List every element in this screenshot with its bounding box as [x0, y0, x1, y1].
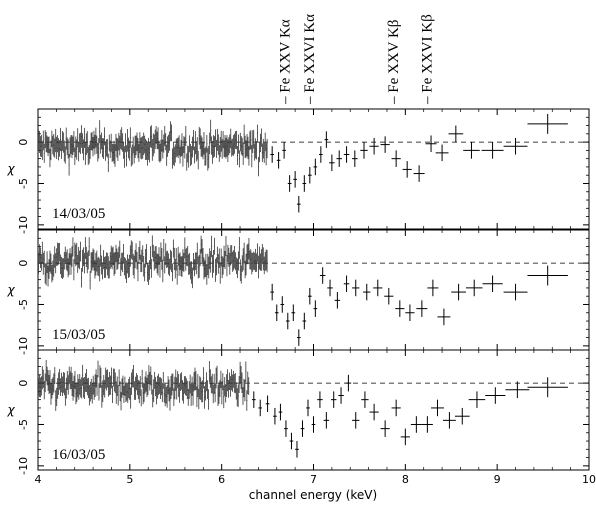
- x-tick-label: 9: [494, 473, 501, 486]
- panel-date-label: 15/03/05: [52, 327, 105, 343]
- y-tick-label: -10: [17, 337, 30, 355]
- panel-date-label: 14/03/05: [52, 206, 105, 222]
- data-layer: [38, 113, 568, 213]
- data-layer: [38, 235, 568, 346]
- panel-2: -10 -5 0 χ 15/03/05: [6, 229, 590, 355]
- x-tick-label: 10: [582, 473, 596, 486]
- y-axis-label: χ: [6, 403, 15, 417]
- x-tick-label: 6: [218, 473, 225, 486]
- x-axis-label: channel energy (keV): [249, 488, 377, 502]
- panel-1: -10 -5 0 χ 14/03/05: [6, 108, 590, 234]
- data-layer: [38, 359, 568, 458]
- y-tick-label: -5: [17, 178, 30, 189]
- panel-3: -10 -5 0 χ 16/03/05: [6, 349, 590, 475]
- y-axis-label: χ: [6, 283, 15, 297]
- y-tick-label: -10: [17, 457, 30, 475]
- x-tick-label: 4: [35, 473, 42, 486]
- residual-panels: -10 -5 0 χ 14/03/05 -10 -5 0 χ 15/03/05 -10 -5 0 χ 16/…: [6, 108, 590, 475]
- y-tick-label: 0: [17, 380, 30, 387]
- line-annotation-label: – Fe XXV Kα: [277, 19, 293, 105]
- x-tick-label: 5: [126, 473, 133, 486]
- y-tick-label: 0: [17, 260, 30, 267]
- line-annotation-label: – Fe XXVI Kα: [302, 14, 318, 105]
- x-axis: 4 5 6 7 8 9 10: [35, 473, 596, 486]
- line-annotation-label: – Fe XXV Kβ: [386, 20, 402, 105]
- panel-frame: [37, 108, 590, 230]
- y-tick-label: -10: [17, 216, 30, 234]
- panel-frame: [37, 229, 590, 351]
- line-annotation-label: – Fe XXVI Kβ: [420, 14, 436, 105]
- y-tick-label: -5: [17, 419, 30, 430]
- line-annotations: – Fe XXV Kα – Fe XXVI Kα – Fe XXV Kβ – Fe X…: [277, 14, 435, 105]
- x-tick-label: 8: [402, 473, 409, 486]
- panel-date-label: 16/03/05: [52, 447, 105, 463]
- y-tick-label: 0: [17, 139, 30, 146]
- y-axis-label: χ: [6, 162, 15, 176]
- y-tick-label: -5: [17, 299, 30, 310]
- x-tick-label: 7: [310, 473, 317, 486]
